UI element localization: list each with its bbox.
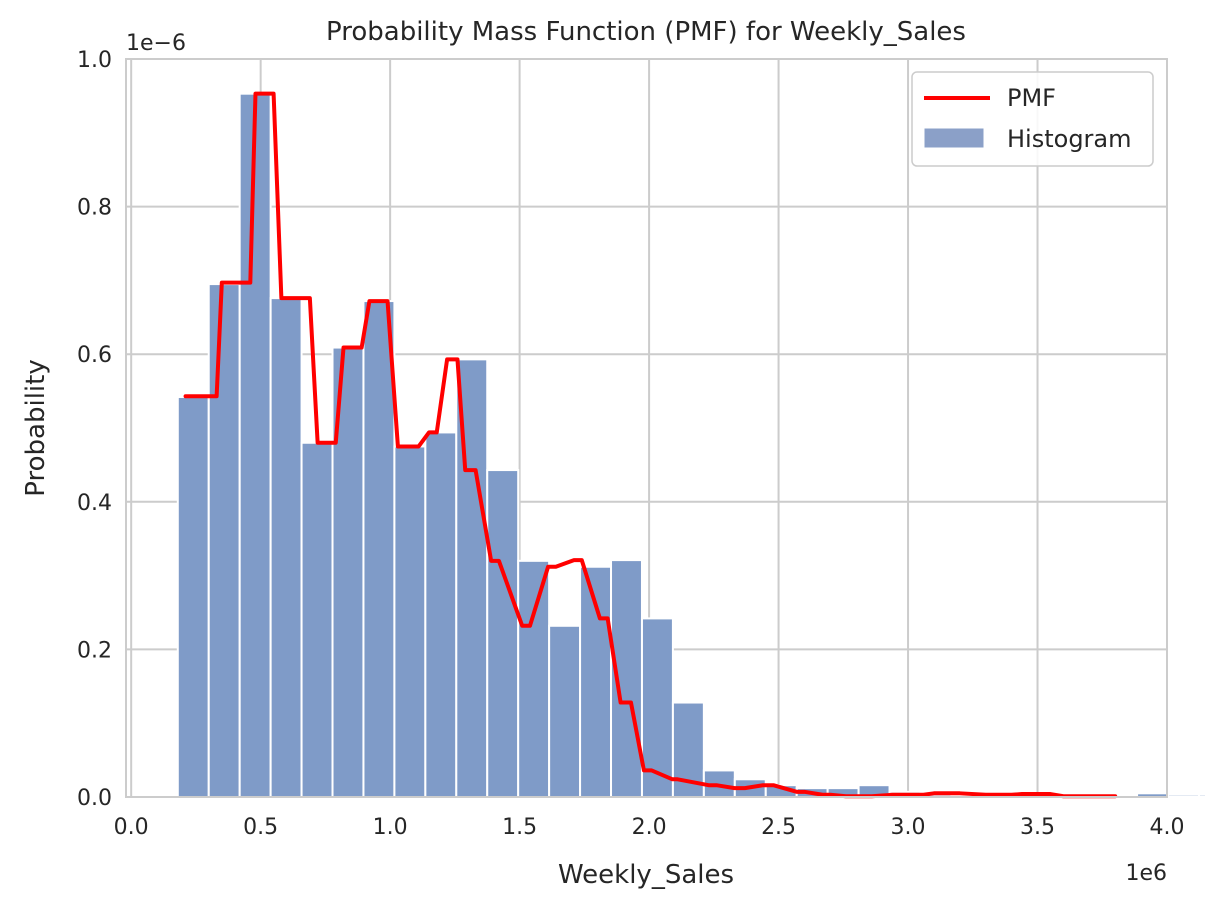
y-tick-label: 0.8 [77,196,112,221]
y-tick-label: 0.2 [77,638,112,663]
x-tick-label: 3.0 [891,815,926,840]
y-axis-label: Probability [21,359,51,496]
legend-histogram-swatch [923,127,985,149]
histogram-bar [1197,793,1205,799]
x-tick-label: 2.0 [632,815,667,840]
x-tick-label: 4.0 [1150,815,1185,840]
chart-title: Probability Mass Function (PMF) for Week… [326,17,966,47]
x-tick-label: 2.5 [761,815,796,840]
pmf-line [183,91,1118,799]
histogram-bar [176,396,210,798]
legend-pmf-label: PMF [1007,84,1056,112]
y-tick-label: 0.4 [77,491,112,516]
histogram-bar [393,445,427,798]
x-offset-label: 1e6 [1125,861,1167,886]
y-offset-label: 1e−6 [126,31,186,56]
histogram-bar [548,624,582,798]
y-tick-label: 1.0 [77,48,112,73]
y-tick-label: 0.6 [77,343,112,368]
histogram-bar [269,297,303,798]
histogram-bar [362,300,396,798]
x-tick-label: 1.5 [502,815,537,840]
histogram-bar [300,441,334,798]
legend: PMF Histogram [911,71,1154,167]
x-tick-label: 3.5 [1020,815,1055,840]
histogram-bar [207,283,241,798]
plot-frame [125,58,1168,798]
histogram-bar [640,617,674,798]
x-tick-label: 1.0 [373,815,408,840]
histogram-bar [486,469,520,798]
histogram-bar [517,559,551,799]
x-axis-ticks: 0.0 0.5 1.0 1.5 2.0 2.5 3.0 3.5 4.0 [114,815,1185,840]
x-tick-label: 0.5 [243,815,278,840]
y-axis-ticks: 0.0 0.2 0.4 0.6 0.8 1.0 [77,48,112,811]
pmf-series [183,91,1118,799]
histogram-bar [424,431,458,798]
legend-histogram-label: Histogram [1007,125,1132,153]
x-tick-label: 0.0 [114,815,149,840]
y-tick-label: 0.0 [77,786,112,811]
histogram-bar [238,92,272,799]
histogram-bar [1167,793,1200,799]
x-axis-label: Weekly_Sales [558,860,734,890]
